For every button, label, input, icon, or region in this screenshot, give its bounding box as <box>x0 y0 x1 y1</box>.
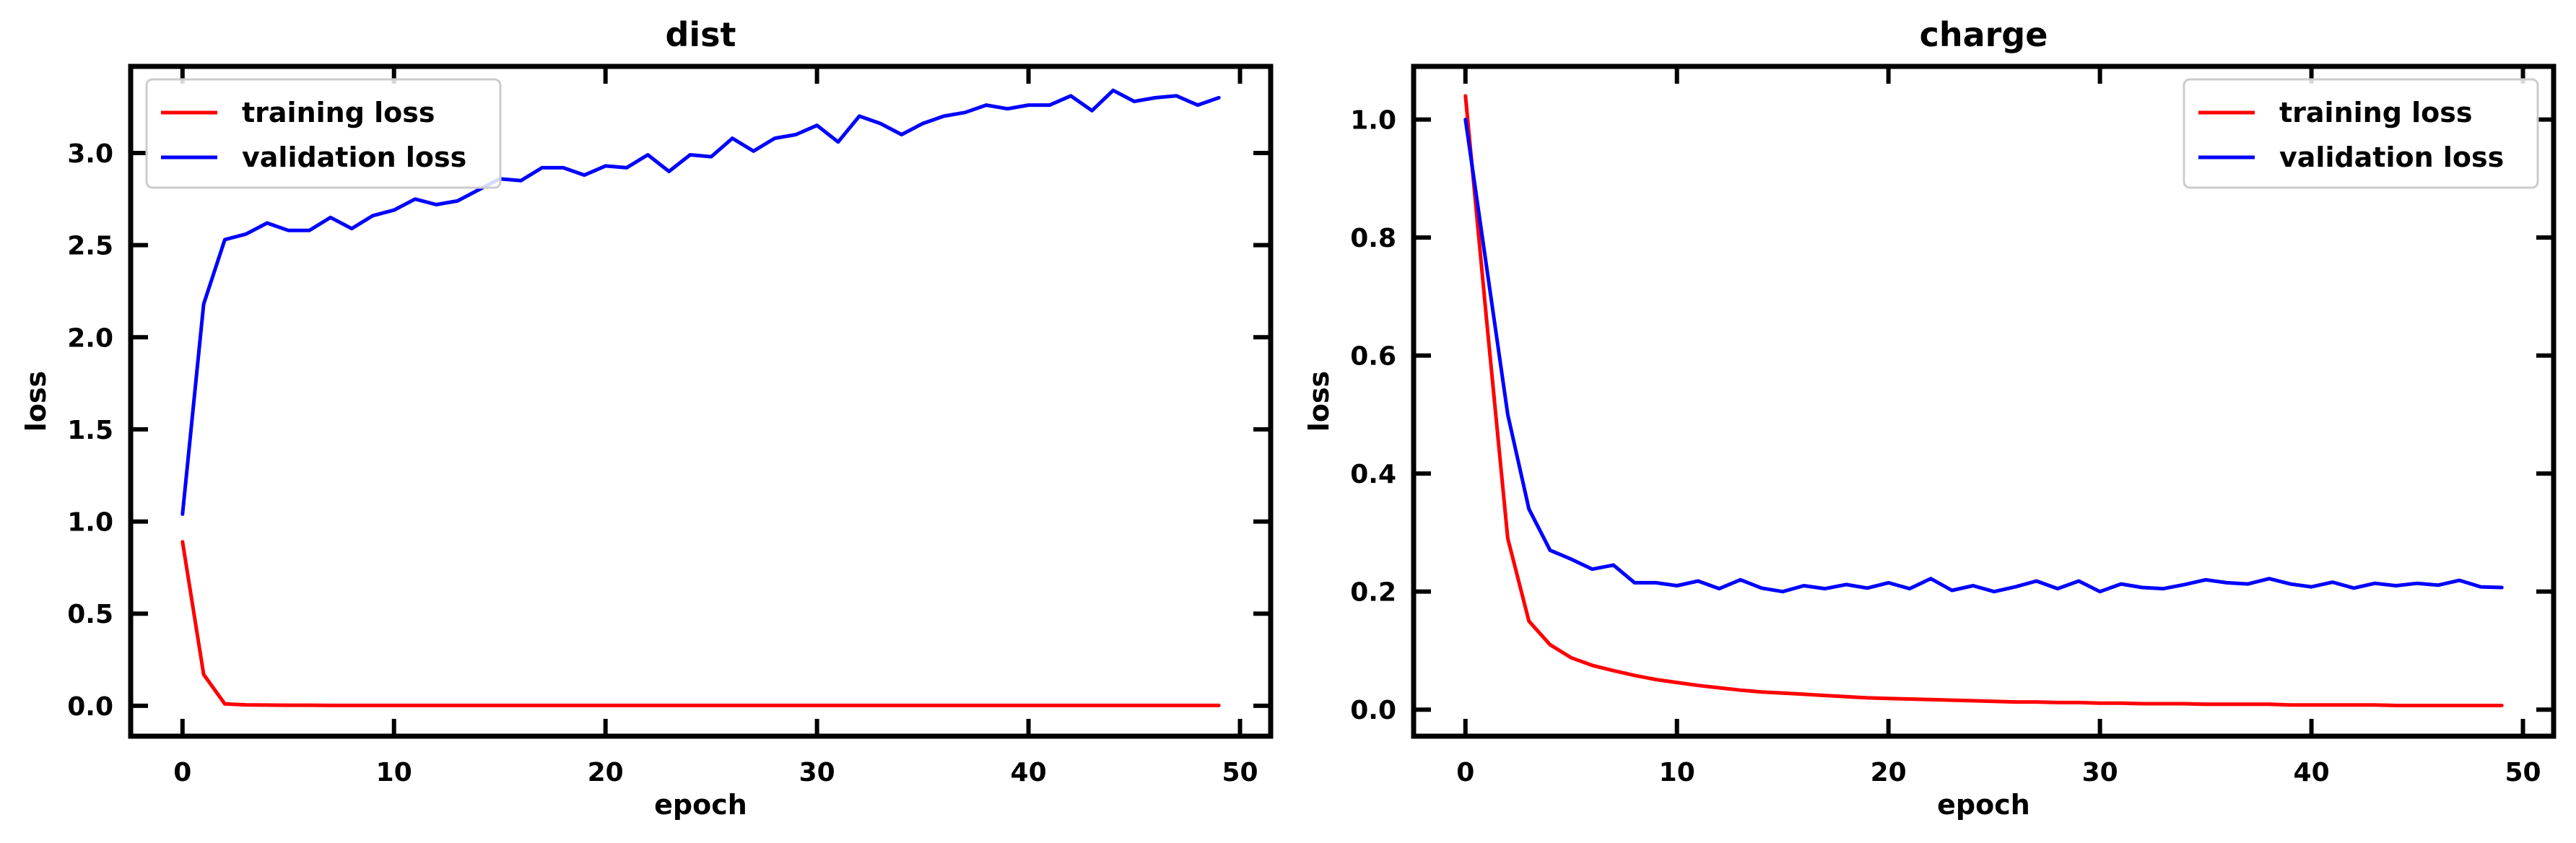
legend-box <box>2183 78 2539 189</box>
legend-box <box>145 78 502 189</box>
legend: training loss validation loss <box>145 78 502 189</box>
x-tick-label: 50 <box>2505 758 2541 787</box>
y-tick-label: 2.5 <box>67 232 113 261</box>
chart-panel-charge: charge 0 10 20 30 40 50 0.0 0.2 0.4 0.6 0.8 1.0 epoch… <box>1303 15 2557 821</box>
x-tick-label: 0 <box>1456 758 1474 787</box>
y-axis-label: loss <box>1303 371 1335 432</box>
series-line-validation-loss <box>1463 118 2504 594</box>
y-tick-label: 1.0 <box>67 508 113 538</box>
x-tick-label: 40 <box>2294 758 2330 787</box>
x-tick-label: 40 <box>1011 758 1047 787</box>
legend-entry: validation loss <box>2279 141 2504 173</box>
x-tick-label: 10 <box>376 758 412 787</box>
chart-panel-dist: dist 0 10 20 30 40 50 0.0 0.5 1.0 1.5 2.0 2.5 3.0 epoc… <box>20 15 1274 821</box>
y-tick-label: 0.5 <box>67 600 113 629</box>
legend-entry: training loss <box>2279 97 2473 128</box>
legend-entry: training loss <box>242 97 435 128</box>
series-line-training-loss <box>180 540 1221 707</box>
y-axis-label: loss <box>20 371 52 432</box>
x-axis-label: epoch <box>1937 789 2030 821</box>
y-tick-label: 1.5 <box>67 416 113 445</box>
x-axis-label: epoch <box>654 789 747 821</box>
x-tick-label: 50 <box>1222 758 1258 787</box>
y-tick-label: 2.0 <box>67 323 113 353</box>
y-tick-label: 0.2 <box>1350 578 1396 608</box>
y-tick-label: 0.8 <box>1350 224 1396 253</box>
x-tick-label: 0 <box>173 758 191 787</box>
y-tick-label: 3.0 <box>67 139 113 169</box>
series-line-validation-loss <box>180 88 1221 516</box>
y-tick-label: 0.6 <box>1350 342 1396 372</box>
x-tick-label: 20 <box>588 758 624 787</box>
series-line-training-loss <box>1463 94 2504 707</box>
chart-title: charge <box>1920 15 2048 54</box>
x-tick-label: 10 <box>1659 758 1695 787</box>
y-tick-label: 0.4 <box>1350 460 1396 489</box>
y-tick-label: 1.0 <box>1350 106 1396 136</box>
y-tick-label: 0.0 <box>1350 696 1396 725</box>
chart-title: dist <box>665 15 736 54</box>
legend: training loss validation loss <box>2183 78 2539 189</box>
x-tick-label: 30 <box>799 758 835 787</box>
y-tick-label: 0.0 <box>67 692 113 722</box>
plot-frame <box>1411 64 2557 739</box>
legend-entry: validation loss <box>242 141 466 173</box>
x-tick-label: 20 <box>1871 758 1907 787</box>
plot-frame <box>128 64 1274 739</box>
x-tick-label: 30 <box>2082 758 2118 787</box>
